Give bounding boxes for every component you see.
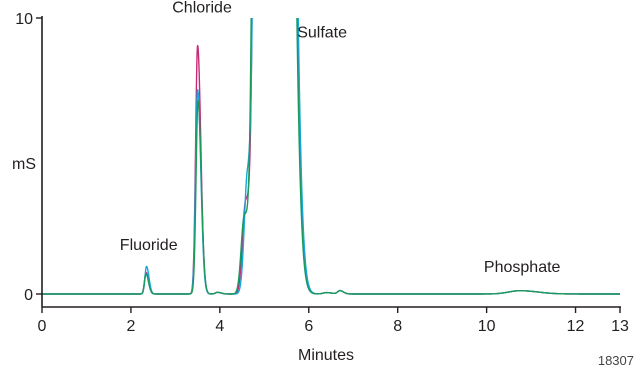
- x-tick-label-8: 8: [393, 318, 402, 335]
- labels-layer: 0 2 4 6 8 10 12 13 0 10 Minutes mS 18307 Fluoride Chlo…: [12, 0, 634, 368]
- x-tick-label-4: 4: [215, 318, 224, 335]
- y-axis-title: mS: [12, 156, 36, 173]
- series-layer: [42, 18, 621, 295]
- peak-label-sulfate: Sulfate: [297, 24, 347, 41]
- y-tick-label-10: 10: [15, 11, 33, 28]
- figure-id: 18307: [598, 353, 634, 368]
- x-tick-label-10: 10: [478, 318, 496, 335]
- x-tick-label-2: 2: [126, 318, 135, 335]
- x-tick-label-13: 13: [611, 318, 629, 335]
- x-tick-label-6: 6: [304, 318, 313, 335]
- x-tick-label-12: 12: [567, 318, 585, 335]
- y-tick-label-0: 0: [24, 287, 33, 304]
- peak-label-fluoride: Fluoride: [120, 237, 178, 254]
- x-tick-label-0: 0: [38, 318, 47, 335]
- series-line-3: [42, 18, 621, 295]
- axes-layer: [36, 16, 621, 313]
- peak-label-phosphate: Phosphate: [484, 259, 561, 276]
- x-axis-title: Minutes: [298, 347, 354, 364]
- peak-label-chloride: Chloride: [172, 0, 232, 16]
